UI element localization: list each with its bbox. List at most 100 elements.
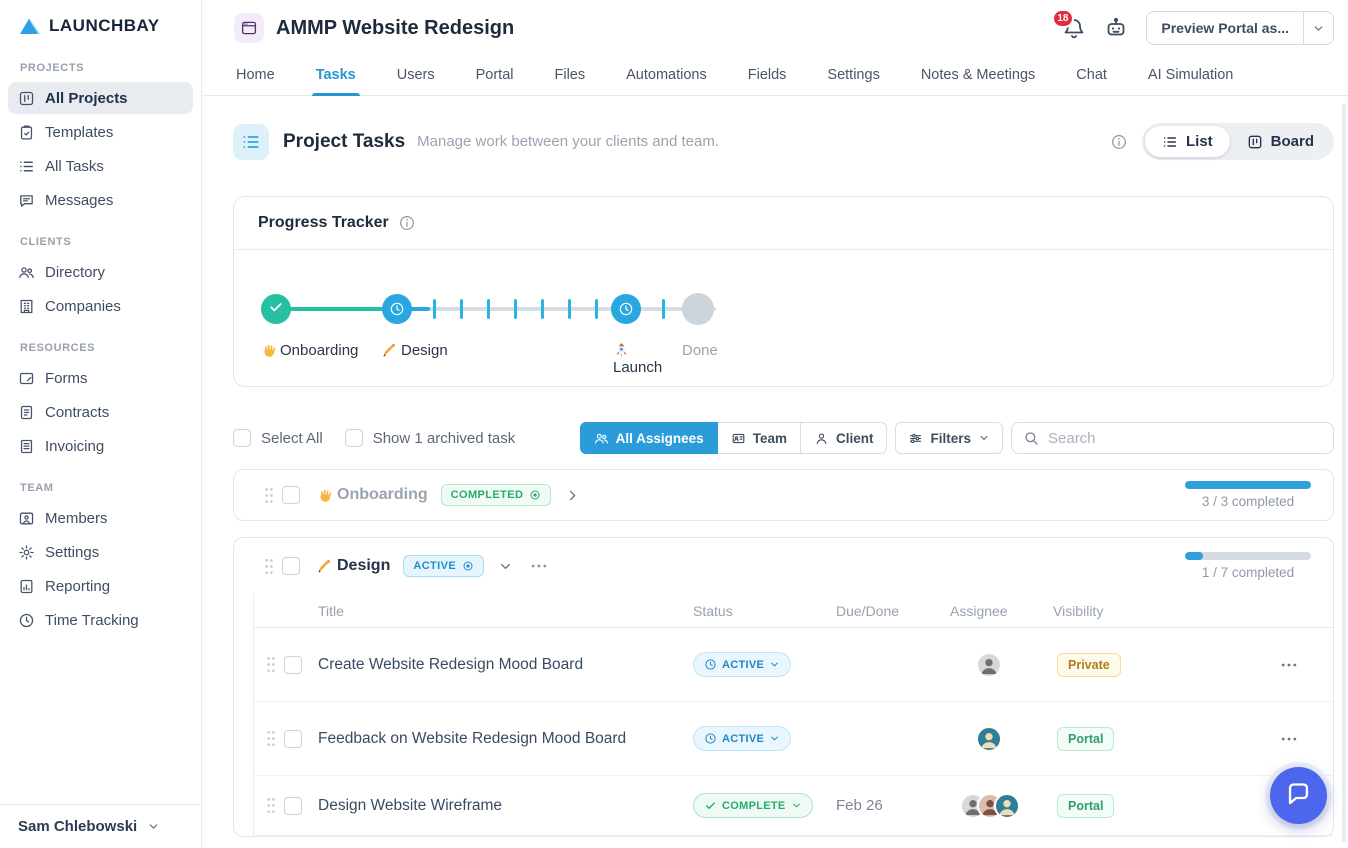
tab-files[interactable]: Files [554, 66, 586, 83]
avatar[interactable] [976, 725, 1002, 752]
sidebar-item-contracts[interactable]: Contracts [8, 396, 193, 428]
task-title[interactable]: Feedback on Website Redesign Mood Board [318, 729, 627, 747]
tab-fields[interactable]: Fields [747, 66, 787, 83]
user-menu[interactable]: Sam Chlebowski [0, 804, 201, 848]
stage-circle-done[interactable] [682, 293, 714, 325]
task-menu-icon[interactable] [1279, 655, 1333, 675]
chevron-down-icon[interactable] [498, 559, 513, 574]
tab-home[interactable]: Home [236, 66, 275, 83]
progress-tracker-timeline: Onboarding Design Launch Done [234, 250, 1333, 386]
task-visibility-badge[interactable]: Portal [1057, 793, 1115, 818]
sidebar-item-directory[interactable]: Directory [8, 256, 193, 288]
assignee-filter-all-assignees[interactable]: All Assignees [579, 422, 718, 454]
task-tick[interactable] [433, 299, 436, 319]
view-toggle: List Board [1141, 123, 1334, 160]
sidebar-item-reporting[interactable]: Reporting [8, 570, 193, 602]
group-menu-icon[interactable] [529, 556, 549, 576]
notifications-button[interactable]: 18 [1052, 9, 1086, 40]
search-input[interactable] [1048, 429, 1322, 447]
tab-users[interactable]: Users [396, 66, 435, 83]
progress-tracker-title: Progress Tracker [258, 214, 389, 231]
sidebar-item-invoicing[interactable]: Invoicing [8, 430, 193, 462]
radio-icon [529, 489, 541, 501]
task-visibility-badge[interactable]: Private [1057, 652, 1121, 677]
task-tick[interactable] [595, 299, 598, 319]
task-tick[interactable] [487, 299, 490, 319]
show-archived-checkbox[interactable]: Show 1 archived task [344, 429, 515, 447]
search-box [1011, 422, 1334, 454]
gear-icon [18, 544, 35, 561]
sidebar-item-all-tasks[interactable]: All Tasks [8, 150, 193, 182]
tab-automations[interactable]: Automations [626, 66, 707, 83]
stage-circle-design[interactable] [382, 294, 412, 324]
chevron-down-icon[interactable] [1303, 12, 1333, 44]
sidebar-item-settings[interactable]: Settings [8, 536, 193, 568]
drag-handle-icon[interactable] [266, 797, 276, 814]
task-checkbox[interactable] [284, 796, 302, 815]
task-tick[interactable] [662, 299, 665, 319]
checkbox[interactable] [233, 429, 251, 447]
sidebar-item-messages[interactable]: Messages [8, 184, 193, 216]
group-status-badge[interactable]: ACTIVE [403, 555, 485, 577]
chevron-right-icon[interactable] [565, 488, 580, 503]
preview-portal-button[interactable]: Preview Portal as... [1146, 11, 1334, 45]
scrollbar[interactable] [1342, 104, 1346, 842]
task-title[interactable]: Create Website Redesign Mood Board [318, 655, 584, 673]
drag-handle-icon[interactable] [266, 656, 276, 673]
assignee-filter-team[interactable]: Team [717, 422, 801, 454]
avatar[interactable] [994, 792, 1020, 819]
avatar[interactable] [976, 651, 1002, 678]
task-status-pill[interactable]: ACTIVE [693, 652, 792, 677]
task-assignees[interactable] [938, 651, 1053, 678]
view-toggle-board[interactable]: Board [1230, 126, 1331, 157]
app-logo[interactable]: LAUNCHBAY [0, 0, 201, 42]
task-assignees[interactable] [938, 792, 1053, 819]
invoice-icon [18, 438, 35, 455]
stage-circle-onboarding[interactable] [261, 294, 291, 324]
checkbox[interactable] [344, 429, 363, 447]
task-tick[interactable] [541, 299, 544, 319]
tab-notes-meetings[interactable]: Notes & Meetings [920, 66, 1036, 83]
task-checkbox[interactable] [284, 655, 302, 674]
drag-handle-icon[interactable] [264, 487, 274, 504]
tab-settings[interactable]: Settings [827, 66, 880, 83]
task-row[interactable]: Create Website Redesign Mood Board ACTIVE… [254, 628, 1333, 702]
task-tick[interactable] [514, 299, 517, 319]
drag-handle-icon[interactable] [266, 730, 276, 747]
sidebar-item-time-tracking[interactable]: Time Tracking [8, 604, 193, 636]
task-menu-icon[interactable] [1279, 729, 1333, 749]
sidebar-item-templates[interactable]: Templates [8, 116, 193, 148]
select-all-checkbox[interactable]: Select All [233, 429, 323, 447]
sidebar-item-all-projects[interactable]: All Projects [8, 82, 193, 114]
view-toggle-list[interactable]: List [1144, 126, 1230, 157]
task-row[interactable]: Feedback on Website Redesign Mood Board A… [254, 702, 1333, 776]
tab-portal[interactable]: Portal [475, 66, 514, 83]
chat-widget-button[interactable] [1270, 767, 1327, 824]
task-title[interactable]: Design Website Wireframe [318, 796, 503, 814]
sidebar-item-companies[interactable]: Companies [8, 290, 193, 322]
stage-circle-launch[interactable] [611, 294, 641, 324]
sidebar-item-forms[interactable]: Forms [8, 362, 193, 394]
task-assignees[interactable] [938, 725, 1053, 752]
task-row[interactable]: Design Website Wireframe COMPLETE Feb 26 Po… [254, 776, 1333, 836]
group-status-badge[interactable]: COMPLETED [440, 484, 552, 506]
drag-handle-icon[interactable] [264, 558, 274, 575]
ai-assistant-button[interactable] [1104, 16, 1128, 40]
sidebar-item-members[interactable]: Members [8, 502, 193, 534]
info-icon[interactable] [1110, 133, 1128, 151]
task-status-pill[interactable]: COMPLETE [693, 793, 813, 818]
task-visibility-badge[interactable]: Portal [1057, 726, 1115, 751]
filters-button[interactable]: Filters [895, 422, 1003, 454]
group-checkbox[interactable] [282, 486, 300, 504]
tab-tasks[interactable]: Tasks [311, 54, 360, 96]
task-checkbox[interactable] [284, 729, 302, 748]
task-tick[interactable] [460, 299, 463, 319]
assignee-filter-client[interactable]: Client [800, 422, 888, 454]
task-tick[interactable] [568, 299, 571, 319]
preview-portal-label: Preview Portal as... [1161, 20, 1289, 36]
tab-chat[interactable]: Chat [1076, 66, 1107, 83]
group-checkbox[interactable] [282, 557, 300, 575]
info-icon[interactable] [398, 214, 416, 232]
tab-ai-simulation[interactable]: AI Simulation [1147, 66, 1234, 83]
task-status-pill[interactable]: ACTIVE [693, 726, 792, 751]
